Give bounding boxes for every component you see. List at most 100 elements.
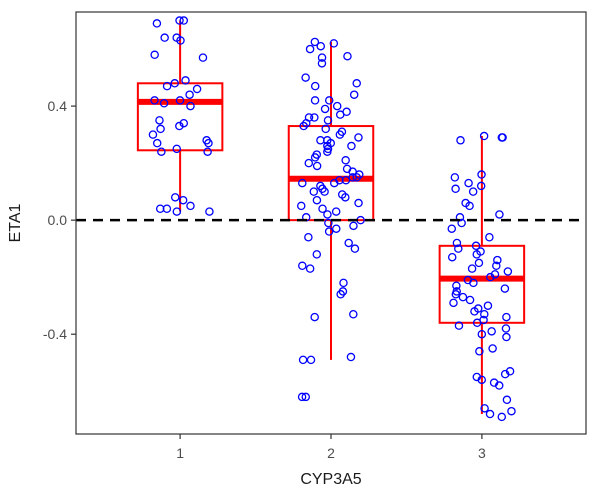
data-point (310, 113, 319, 122)
data-point (452, 281, 461, 290)
data-point (175, 121, 184, 131)
data-point (148, 130, 158, 139)
x-tick-label: 1 (176, 445, 184, 461)
data-point (464, 178, 473, 188)
data-point (176, 36, 185, 45)
data-point (320, 187, 329, 196)
data-point (324, 96, 334, 105)
data-point (343, 51, 352, 61)
data-point (465, 295, 475, 305)
data-point (330, 178, 339, 188)
data-point (298, 261, 307, 271)
data-point (157, 147, 166, 156)
data-point (485, 233, 494, 242)
data-point (480, 309, 489, 319)
data-point (346, 352, 356, 362)
x-axis-title: CYP3A5 (300, 471, 361, 488)
data-point (310, 312, 319, 322)
data-point (312, 250, 322, 259)
data-point (476, 181, 486, 191)
data-point (310, 37, 320, 47)
data-point (488, 344, 497, 353)
data-point (332, 224, 341, 233)
data-point (203, 147, 212, 156)
data-point (502, 395, 512, 405)
data-point (324, 227, 334, 236)
data-point (331, 207, 341, 216)
data-point (152, 138, 162, 148)
data-point (310, 96, 320, 105)
data-point (475, 347, 484, 356)
y-tick-label: 0.4 (48, 98, 68, 114)
data-point (352, 173, 362, 182)
data-point (344, 238, 353, 248)
data-point (467, 264, 477, 273)
data-point (477, 170, 486, 179)
data-point (480, 404, 489, 413)
data-point (186, 101, 195, 111)
data-point (472, 318, 482, 328)
data-point (178, 195, 188, 205)
data-point (341, 175, 351, 185)
data-point (469, 278, 478, 288)
data-point (181, 76, 190, 85)
data-point (299, 121, 308, 131)
data-point (152, 19, 162, 28)
data-point (468, 187, 478, 196)
data-point (354, 133, 363, 142)
data-point (324, 218, 333, 228)
data-point (454, 321, 464, 330)
data-point (175, 96, 185, 105)
data-point (454, 244, 463, 253)
data-point (162, 81, 172, 91)
data-point (159, 98, 169, 108)
data-point (470, 307, 479, 316)
data-point (323, 210, 332, 219)
data-point (498, 133, 507, 142)
data-point (452, 238, 462, 248)
data-point (323, 116, 333, 125)
box-group-1 (136, 16, 224, 216)
data-point (477, 375, 486, 385)
data-point (204, 138, 213, 148)
data-point (486, 272, 495, 282)
data-point (339, 278, 348, 288)
data-point (500, 284, 510, 293)
data-point (348, 173, 358, 182)
data-point (447, 252, 457, 262)
data-point (492, 261, 501, 271)
data-point (494, 381, 504, 390)
data-point (349, 221, 358, 231)
data-point (312, 161, 322, 171)
data-point (451, 184, 460, 194)
data-point (500, 369, 510, 379)
data-point (317, 59, 327, 68)
axes: -0.4 0.0 0.4 1 2 3 (43, 98, 486, 461)
data-point (318, 204, 327, 213)
data-point (192, 84, 202, 94)
data-point (172, 144, 181, 154)
box-group-2 (287, 37, 375, 402)
data-point (170, 193, 180, 202)
data-point (477, 329, 487, 339)
data-point (493, 255, 502, 265)
data-point (507, 406, 516, 416)
data-point (320, 104, 330, 114)
data-point (310, 153, 320, 162)
data-point (170, 79, 179, 88)
data-point (465, 201, 474, 211)
data-point (487, 327, 496, 336)
data-point (471, 241, 481, 251)
data-point (495, 210, 504, 219)
data-point (305, 264, 315, 273)
data-point (297, 392, 307, 402)
data-point (296, 201, 306, 211)
data-point (305, 44, 315, 54)
data-point (457, 218, 466, 228)
data-point (306, 355, 316, 365)
data-point (458, 292, 468, 302)
data-point (335, 110, 345, 119)
data-point (501, 324, 511, 333)
data-point (350, 244, 360, 253)
